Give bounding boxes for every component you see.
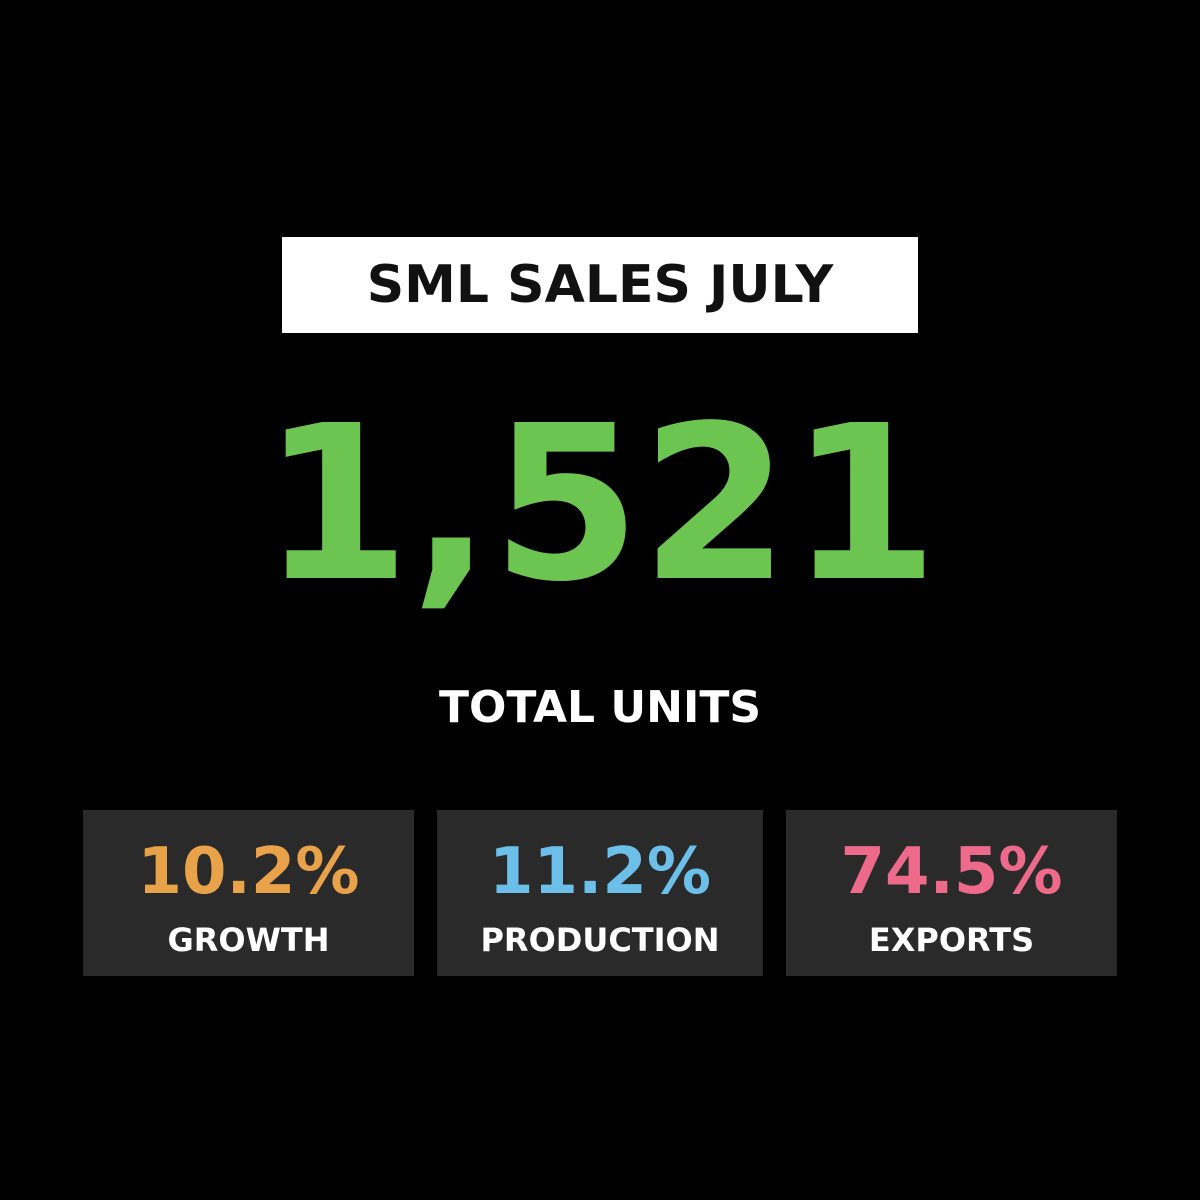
- stat-label-production: PRODUCTION: [480, 921, 720, 959]
- total-units-label: TOTAL UNITS: [438, 682, 762, 733]
- stat-label-growth: GROWTH: [167, 921, 330, 959]
- stat-card-exports: 74.5% EXPORTS: [786, 810, 1117, 976]
- total-units-value: 1,521: [261, 380, 939, 629]
- stat-card-growth: 10.2% GROWTH: [83, 810, 414, 976]
- stat-value-production: 11.2%: [488, 835, 712, 909]
- title-banner: SML SALES JULY: [282, 237, 918, 333]
- stat-value-exports: 74.5%: [840, 835, 1063, 909]
- page-title: SML SALES JULY: [366, 255, 834, 315]
- stat-card-production: 11.2% PRODUCTION: [437, 810, 763, 976]
- stat-label-exports: EXPORTS: [868, 921, 1035, 959]
- stat-value-growth: 10.2%: [137, 835, 360, 909]
